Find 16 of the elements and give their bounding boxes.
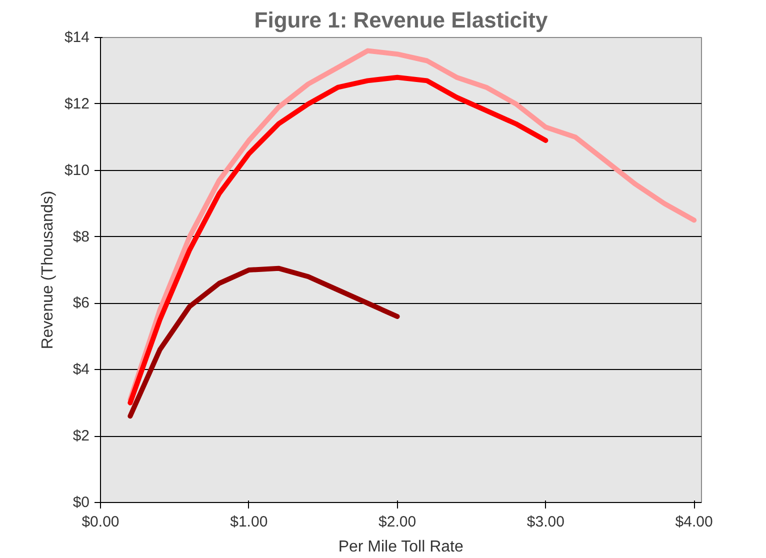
y-axis-title: Revenue (Thousands) <box>39 190 56 350</box>
y-tick-label: $0 <box>72 494 90 511</box>
x-tick-label: $4.00 <box>675 514 713 530</box>
y-tick-label: $2 <box>72 428 90 445</box>
chart-title: Figure 1: Revenue Elasticity <box>254 8 548 32</box>
x-axis-title: Per Mile Toll Rate <box>338 538 464 556</box>
y-tick-label: $12 <box>64 95 90 112</box>
x-tick-label: $3.00 <box>526 514 564 530</box>
x-tick-label: $2.00 <box>378 514 416 530</box>
y-tick-label: $8 <box>72 228 90 246</box>
y-tick-label: $4 <box>72 361 90 378</box>
y-tick-label: $14 <box>64 29 90 46</box>
x-tick-label: $1.00 <box>230 514 268 530</box>
y-tick-label: $10 <box>64 162 90 179</box>
y-tick-label: $6 <box>72 294 90 312</box>
x-tick-label: $0.00 <box>82 514 120 530</box>
